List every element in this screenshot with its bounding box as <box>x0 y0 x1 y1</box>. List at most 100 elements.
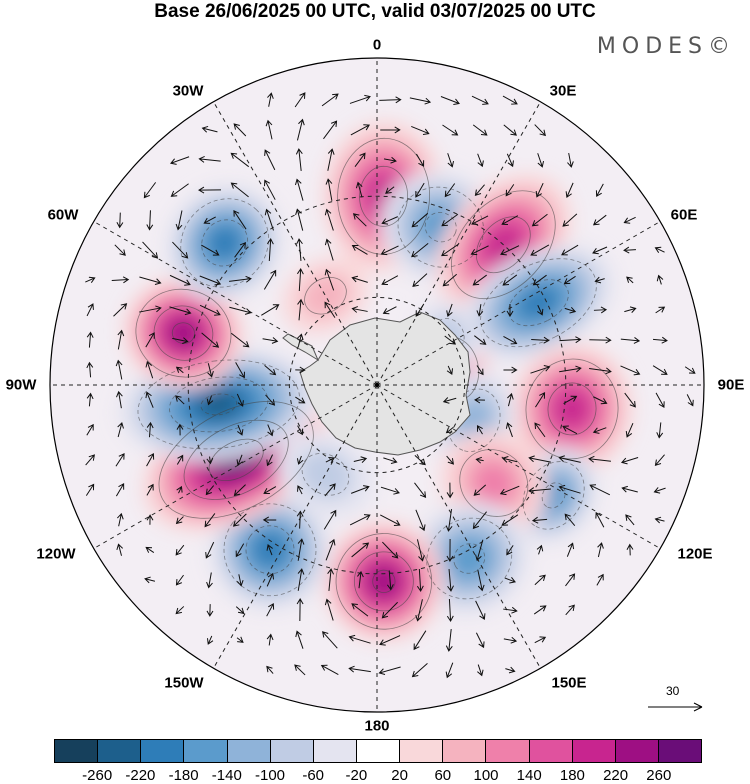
wind-arrow <box>474 396 485 404</box>
wind-arrow <box>415 182 425 198</box>
anomaly-contour-12 <box>245 525 295 575</box>
reference-vector-label: 30 <box>666 684 680 698</box>
wind-arrow <box>589 367 612 375</box>
colorbar-tick-label: -60 <box>302 767 325 784</box>
wind-arrow <box>206 395 214 406</box>
map-title: Base 26/06/2025 00 UTC, valid 03/07/2025… <box>154 1 596 22</box>
wind-arrow <box>169 306 192 316</box>
wind-arrow <box>441 243 459 257</box>
wind-arrow <box>296 268 304 292</box>
wind-arrow <box>295 396 306 404</box>
wind-arrow <box>655 306 666 314</box>
wind-arrow <box>502 95 518 105</box>
wind-arrow <box>85 276 96 283</box>
wind-arrow <box>175 544 185 556</box>
reference-vector <box>648 702 703 712</box>
wind-arrow <box>503 606 518 614</box>
anomaly-fill-10 <box>449 539 489 578</box>
wind-arrow <box>595 511 605 528</box>
wind-arrow <box>440 96 460 105</box>
wind-arrow <box>325 178 333 201</box>
wind-arrow <box>386 570 394 591</box>
colorbar <box>54 739 702 763</box>
wind-arrow <box>507 392 514 407</box>
wind-arrow <box>446 455 455 465</box>
wind-arrow <box>592 427 607 434</box>
anomaly-contour-10 <box>426 517 513 600</box>
wind-arrow <box>625 514 635 526</box>
anomaly-contour-2 <box>451 190 556 300</box>
lon-label-0: 0 <box>372 36 382 54</box>
wind-arrow <box>597 542 604 558</box>
wind-arrow <box>146 514 154 525</box>
wind-arrow <box>531 213 548 227</box>
anomaly-contour-3 <box>480 258 597 348</box>
wind-arrow <box>472 124 488 136</box>
polar-stereographic-map <box>49 57 705 713</box>
wind-arrow <box>198 155 221 163</box>
anomaly-contour-13 <box>183 419 289 500</box>
wind-arrow <box>327 568 335 591</box>
wind-arrow <box>206 604 214 617</box>
meridian-line <box>213 384 378 669</box>
wind-arrow <box>117 422 124 438</box>
wind-arrow <box>624 306 637 313</box>
wind-arrow <box>472 274 487 286</box>
wind-arrow <box>86 392 94 407</box>
lon-label-90w: 90W <box>5 376 37 394</box>
wind-arrow <box>139 276 162 285</box>
wind-arrow <box>351 603 369 617</box>
colorbar-swatch <box>614 740 658 762</box>
wind-arrow <box>380 486 400 495</box>
meridian-line <box>213 101 378 386</box>
wind-arrow <box>116 512 124 527</box>
wind-arrow <box>506 545 514 556</box>
wind-arrow <box>444 335 457 345</box>
graticule <box>50 58 704 712</box>
wind-arrow <box>626 543 634 556</box>
wind-arrow <box>684 366 696 374</box>
wind-arrow <box>477 153 484 168</box>
wind-arrow <box>296 510 304 529</box>
wind-arrow <box>201 332 220 348</box>
wind-arrow <box>379 96 402 104</box>
wind-arrow <box>626 276 634 284</box>
wind-arrow <box>233 484 246 497</box>
wind-arrow <box>414 482 427 498</box>
wind-arrow <box>565 182 574 199</box>
wind-arrow <box>447 568 454 592</box>
wind-arrow <box>383 156 397 164</box>
antarctica-continent <box>299 311 471 456</box>
wind-arrow <box>416 153 425 167</box>
colorbar-swatch <box>485 740 529 762</box>
wind-arrow <box>534 636 547 644</box>
wind-arrow <box>294 178 304 201</box>
wind-arrow <box>296 598 304 622</box>
wind-arrow <box>472 511 487 530</box>
wind-arrow <box>534 574 546 586</box>
wind-arrow <box>351 306 368 313</box>
map-border <box>49 57 705 713</box>
wind-arrow <box>236 574 244 587</box>
wind-arrow <box>297 485 304 495</box>
wind-arrow <box>536 544 544 555</box>
anomaly-contour-11 <box>353 551 414 612</box>
wind-arrow <box>532 274 547 286</box>
wind-arrow <box>595 183 604 198</box>
wind-arrow <box>264 364 277 376</box>
wind-arrow <box>86 331 94 348</box>
wind-arrow <box>86 423 94 436</box>
wind-arrow <box>593 396 608 405</box>
wind-arrow <box>446 365 454 375</box>
wind-arrow <box>382 541 399 559</box>
wind-arrow <box>325 538 336 561</box>
wind-arrow <box>263 269 277 290</box>
wind-arrow <box>86 361 94 378</box>
wind-arrow <box>501 215 519 226</box>
wind-arrow <box>111 276 130 284</box>
wind-arrow <box>409 97 432 105</box>
anomaly-contour-6 <box>525 358 619 460</box>
wind-arrow <box>323 509 337 530</box>
wind-arrow <box>175 516 184 525</box>
wind-arrow <box>381 275 399 286</box>
